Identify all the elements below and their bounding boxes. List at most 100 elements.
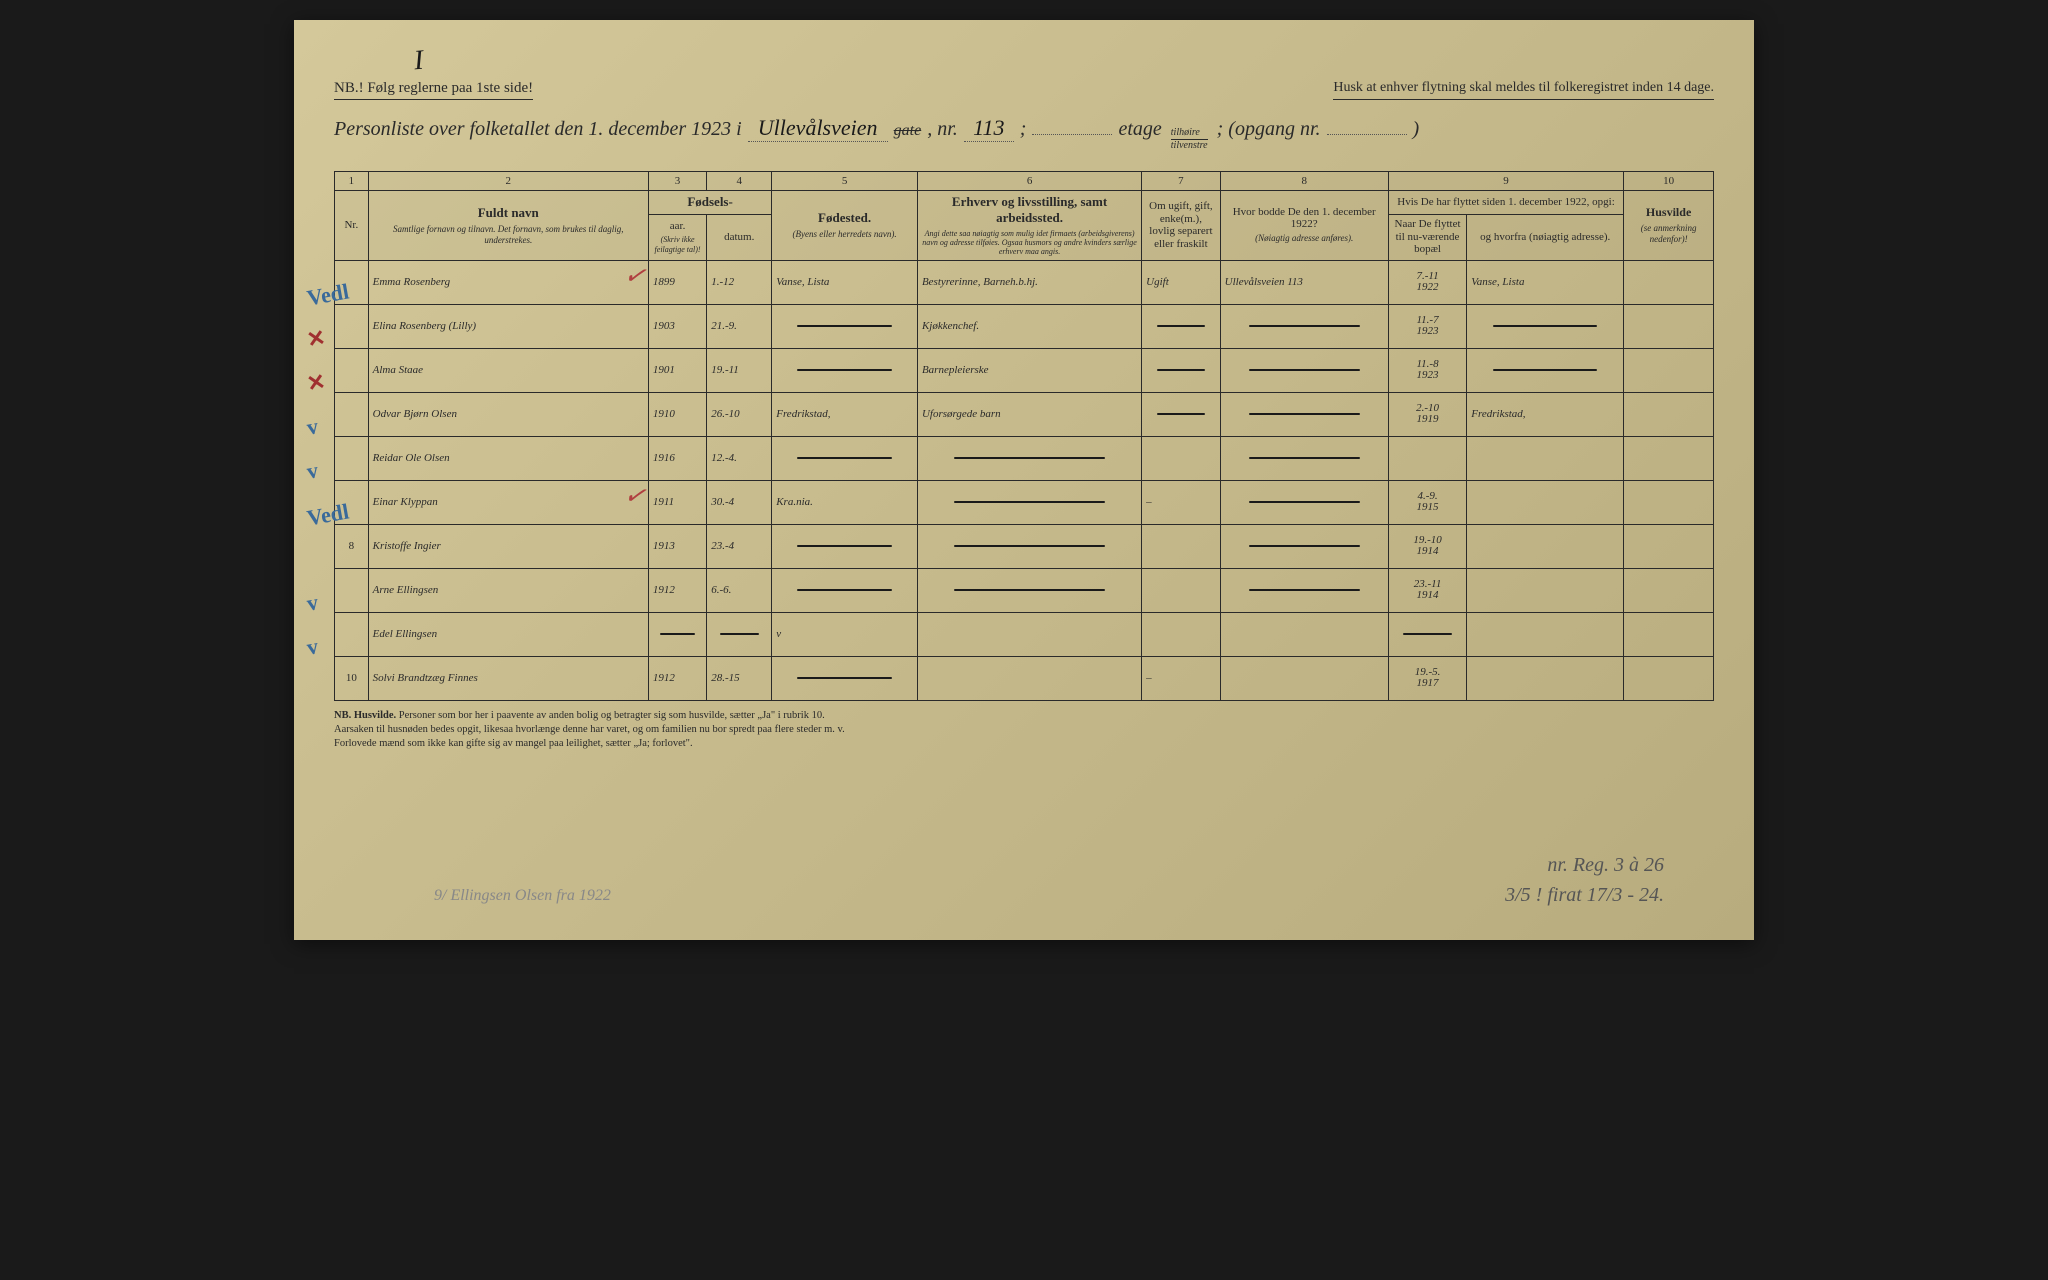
footnote-2: Aarsaken til husnøden bedes opgit, likes… [334, 724, 845, 735]
cell-from [1467, 304, 1624, 348]
cell-when: 4.-9.1915 [1388, 480, 1466, 524]
red-check: ✓ [622, 481, 648, 510]
gate-strike: gate [894, 122, 922, 140]
cell-erhverv: Bestyrerinne, Barneh.b.hj. [917, 260, 1141, 304]
dash-line [1493, 325, 1597, 327]
cell-from [1467, 612, 1624, 656]
cell-prev [1220, 348, 1388, 392]
dash-line [797, 677, 893, 679]
cell-from [1467, 348, 1624, 392]
cell-erhverv [917, 612, 1141, 656]
cell-datum: 23.-4 [707, 524, 772, 568]
cell-nr: v [335, 392, 369, 436]
opgang-label: ; (opgang nr. [1217, 118, 1321, 141]
title-prefix: Personliste over folketallet den 1. dece… [334, 118, 742, 141]
footnote-3: Forlovede mænd som ikke kan gifte sig av… [334, 738, 693, 749]
cell-aar: 1916 [648, 436, 706, 480]
cell-fodested [772, 436, 918, 480]
cell-husvilde [1624, 436, 1714, 480]
cell-status: Ugift [1142, 260, 1220, 304]
cell-prev [1220, 524, 1388, 568]
col-1: 1 [335, 172, 369, 191]
cell-nr: 10 [335, 656, 369, 700]
cell-fodested [772, 656, 918, 700]
col-3: 3 [648, 172, 706, 191]
hdr-fodested: Fødested. (Byens eller herredets navn). [772, 191, 918, 261]
cell-status [1142, 436, 1220, 480]
cell-when: 23.-111914 [1388, 568, 1466, 612]
table-row: ✕Alma Staae190119.-11Barnepleierske11.-8… [335, 348, 1714, 392]
nb-instruction: NB.! Følg reglerne paa 1ste side! [334, 80, 533, 100]
col-4: 4 [707, 172, 772, 191]
close-paren: ) [1413, 118, 1420, 141]
cell-fodested [772, 304, 918, 348]
dash-line [797, 369, 893, 371]
table-row: vOdvar Bjørn Olsen191026.-10Fredrikstad,… [335, 392, 1714, 436]
cell-erhverv [917, 568, 1141, 612]
cell-prev [1220, 656, 1388, 700]
cell-aar: 1913 [648, 524, 706, 568]
side-fraction: tilhøire tilvenstre [1171, 128, 1208, 151]
dash-line [660, 633, 695, 635]
cell-erhverv [917, 480, 1141, 524]
cell-datum: 12.-4. [707, 436, 772, 480]
hdr-husvilde: Husvilde (se anmerkning nedenfor)! [1624, 191, 1714, 261]
col-6: 6 [917, 172, 1141, 191]
margin-mark: v [305, 413, 320, 441]
cell-fodested: Fredrikstad, [772, 392, 918, 436]
dash-line [1249, 545, 1360, 547]
cell-erhverv [917, 524, 1141, 568]
top-row: NB.! Følg reglerne paa 1ste side! Husk a… [334, 80, 1714, 100]
cell-when [1388, 612, 1466, 656]
dash-line [1157, 369, 1206, 371]
cell-husvilde [1624, 656, 1714, 700]
cell-name: Kristoffe Ingier [368, 524, 648, 568]
dash-line [954, 501, 1105, 503]
cell-aar: 1911 [648, 480, 706, 524]
cell-when: 19.-101914 [1388, 524, 1466, 568]
cell-name: Arne Ellingsen [368, 568, 648, 612]
dash-line [1157, 325, 1206, 327]
dash-line [954, 545, 1105, 547]
dash-line [1249, 589, 1360, 591]
census-document: I NB.! Følg reglerne paa 1ste side! Husk… [294, 20, 1754, 940]
margin-mark: v [305, 589, 320, 617]
cell-datum [707, 612, 772, 656]
cell-name: Odvar Bjørn Olsen [368, 392, 648, 436]
dash-line [954, 457, 1105, 459]
pencil-br-2: 3/5 ! firat 17/3 - 24. [1505, 880, 1664, 910]
cell-name: Emma Rosenberg✓ [368, 260, 648, 304]
cell-fodested: Kra.nia. [772, 480, 918, 524]
cell-husvilde [1624, 348, 1714, 392]
cell-from [1467, 436, 1624, 480]
cell-fodested: v [772, 612, 918, 656]
cell-when: 11.-71923 [1388, 304, 1466, 348]
dash-line [954, 589, 1105, 591]
cell-fodested [772, 348, 918, 392]
page-mark: I [413, 45, 425, 78]
margin-mark: ✕ [305, 325, 328, 354]
cell-name: Solvi Brandtzæg Finnes [368, 656, 648, 700]
col-2: 2 [368, 172, 648, 191]
cell-aar: 1899 [648, 260, 706, 304]
cell-datum: 19.-11 [707, 348, 772, 392]
dash-line [797, 457, 893, 459]
cell-nr: v [335, 568, 369, 612]
hdr-aar: aar. (Skriv ikke feilagtige tal)! [648, 214, 706, 260]
cell-husvilde [1624, 524, 1714, 568]
cell-aar: 1901 [648, 348, 706, 392]
cell-when: 7.-111922 [1388, 260, 1466, 304]
form-title: Personliste over folketallet den 1. dece… [334, 115, 1714, 151]
cell-husvilde [1624, 480, 1714, 524]
cell-status [1142, 612, 1220, 656]
cell-when [1388, 436, 1466, 480]
cell-datum: 1.-12 [707, 260, 772, 304]
hdr-name: Fuldt navn Samtlige fornavn og tilnavn. … [368, 191, 648, 261]
table-row: VedlEinar Klyppan✓191130.-4Kra.nia.–4.-9… [335, 480, 1714, 524]
hdr-status: Om ugift, gift, enke(m.), lovlig separer… [1142, 191, 1220, 261]
cell-prev [1220, 612, 1388, 656]
margin-mark: ✕ [305, 369, 328, 398]
table-row: 8Kristoffe Ingier191323.-419.-101914 [335, 524, 1714, 568]
cell-status: – [1142, 656, 1220, 700]
hdr-moved-from: og hvorfra (nøiagtig adresse). [1467, 214, 1624, 260]
